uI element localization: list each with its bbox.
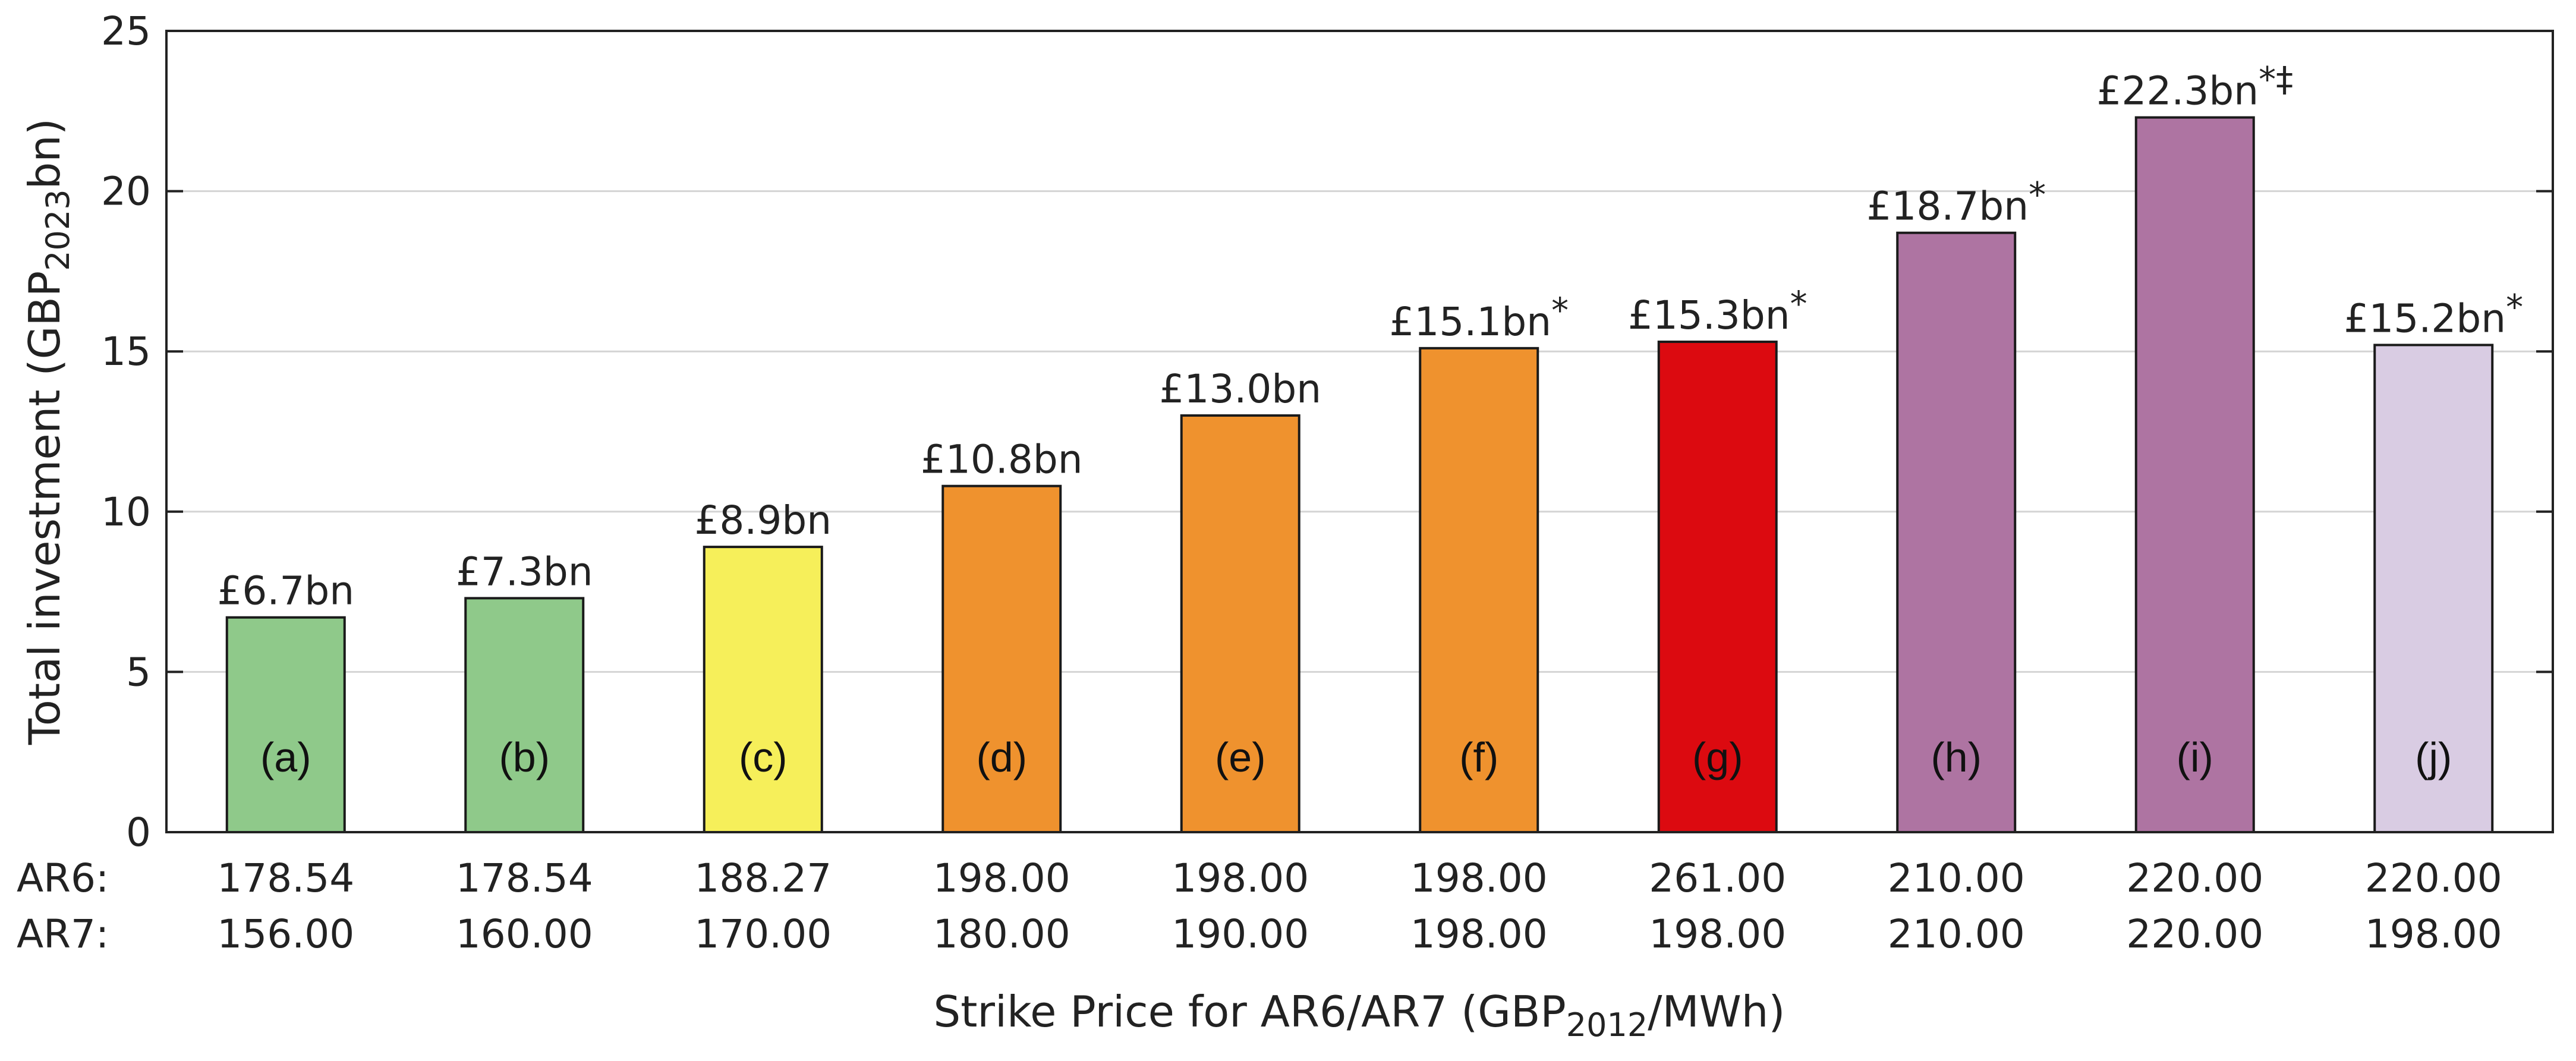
bar-value-label: £22.3bn*‡: [2096, 59, 2293, 114]
strike-price-value: 261.00: [1649, 855, 1786, 901]
bar-value-footnote-mark: *: [2506, 286, 2523, 327]
row-label-ar6: AR6:: [17, 855, 109, 901]
bar-value-label: £7.3bn: [456, 549, 593, 594]
bar-category-label: (g): [1692, 734, 1743, 780]
bar-category-label: (c): [739, 734, 788, 780]
bar-h: [1896, 231, 2017, 834]
bar-d: [941, 484, 1062, 833]
y-tick-label: 0: [126, 810, 151, 855]
bar-f: [1419, 347, 1539, 833]
bar-j: [2373, 344, 2494, 833]
strike-price-value: 198.00: [1649, 911, 1786, 957]
strike-price-value: 178.54: [456, 855, 593, 901]
bar-category-label: (i): [2177, 734, 2213, 780]
y-tick-label: 10: [101, 489, 151, 535]
bar-value-label: £13.0bn: [1159, 366, 1321, 412]
x-axis-title: Strike Price for AR6/AR7 (GBP2012/MWh): [933, 987, 1785, 1044]
bar-category-label: (a): [260, 734, 311, 780]
strike-price-table: AR6: 178.54 178.54 188.27 198.00 198.00 198.00…: [17, 855, 2502, 957]
bar-value-footnote-mark: *: [1551, 290, 1569, 330]
bar-value-footnote-mark: *: [2029, 175, 2046, 215]
strike-price-value: 188.27: [694, 855, 832, 901]
y-axis-ticks: 0 5 10 15 20 25: [101, 8, 2553, 855]
strike-price-value: 220.00: [2365, 855, 2502, 901]
bar-value-label: £10.8bn: [921, 437, 1083, 483]
bar-value-label: £15.1bn*: [1389, 290, 1569, 345]
bar-category-label: (j): [2415, 734, 2452, 780]
strike-price-value: 198.00: [1410, 855, 1548, 901]
strike-price-value: 210.00: [1888, 855, 2025, 901]
bar-value-label: £15.2bn*: [2344, 286, 2523, 341]
bar-a: [225, 616, 346, 833]
strike-price-value: 178.54: [217, 855, 354, 901]
strike-price-value: 220.00: [2126, 911, 2263, 957]
y-tick-label: 25: [101, 8, 151, 54]
strike-price-value: 198.00: [1172, 855, 1309, 901]
strike-price-value: 160.00: [456, 911, 593, 957]
strike-price-value: 210.00: [1888, 911, 2025, 957]
bar-value-footnote-mark: *‡: [2259, 59, 2293, 100]
y-tick-label: 20: [101, 169, 151, 215]
row-label-ar7: AR7:: [17, 911, 109, 957]
bar-c: [703, 546, 823, 833]
bars: £6.7bn (a) £7.3bn (b) £8.9bn (c) £10.8bn (d) £13…: [217, 59, 2523, 834]
bar-value-label: £8.9bn: [694, 498, 832, 543]
strike-price-value: 220.00: [2126, 855, 2263, 901]
strike-price-value: 190.00: [1172, 911, 1309, 957]
bar-value-label: £18.7bn*: [1866, 175, 2046, 229]
bar-g: [1657, 341, 1778, 833]
y-axis-title: Total investment (GBP2023bn): [20, 118, 77, 745]
bar-value-label: £15.3bn*: [1628, 284, 1807, 338]
bar-category-label: (d): [976, 734, 1027, 780]
bar-value-footnote-mark: *: [1790, 284, 1807, 324]
bar-category-label: (f): [1459, 734, 1498, 780]
bar-i: [2134, 116, 2255, 834]
bar-b: [464, 597, 585, 833]
bar-category-label: (h): [1931, 734, 1982, 780]
strike-price-value: 170.00: [694, 911, 832, 957]
strike-price-value: 198.00: [2365, 911, 2502, 957]
y-tick-label: 5: [126, 649, 151, 695]
strike-price-value: 180.00: [933, 911, 1070, 957]
bar-value-label: £6.7bn: [217, 568, 354, 614]
strike-price-value: 156.00: [217, 911, 354, 957]
strike-price-value: 198.00: [933, 855, 1070, 901]
y-tick-label: 15: [101, 329, 151, 374]
bar-category-label: (e): [1215, 734, 1266, 780]
plot-frame: [165, 30, 2554, 833]
bar-category-label: (b): [499, 734, 550, 780]
strike-price-value: 198.00: [1410, 911, 1548, 957]
